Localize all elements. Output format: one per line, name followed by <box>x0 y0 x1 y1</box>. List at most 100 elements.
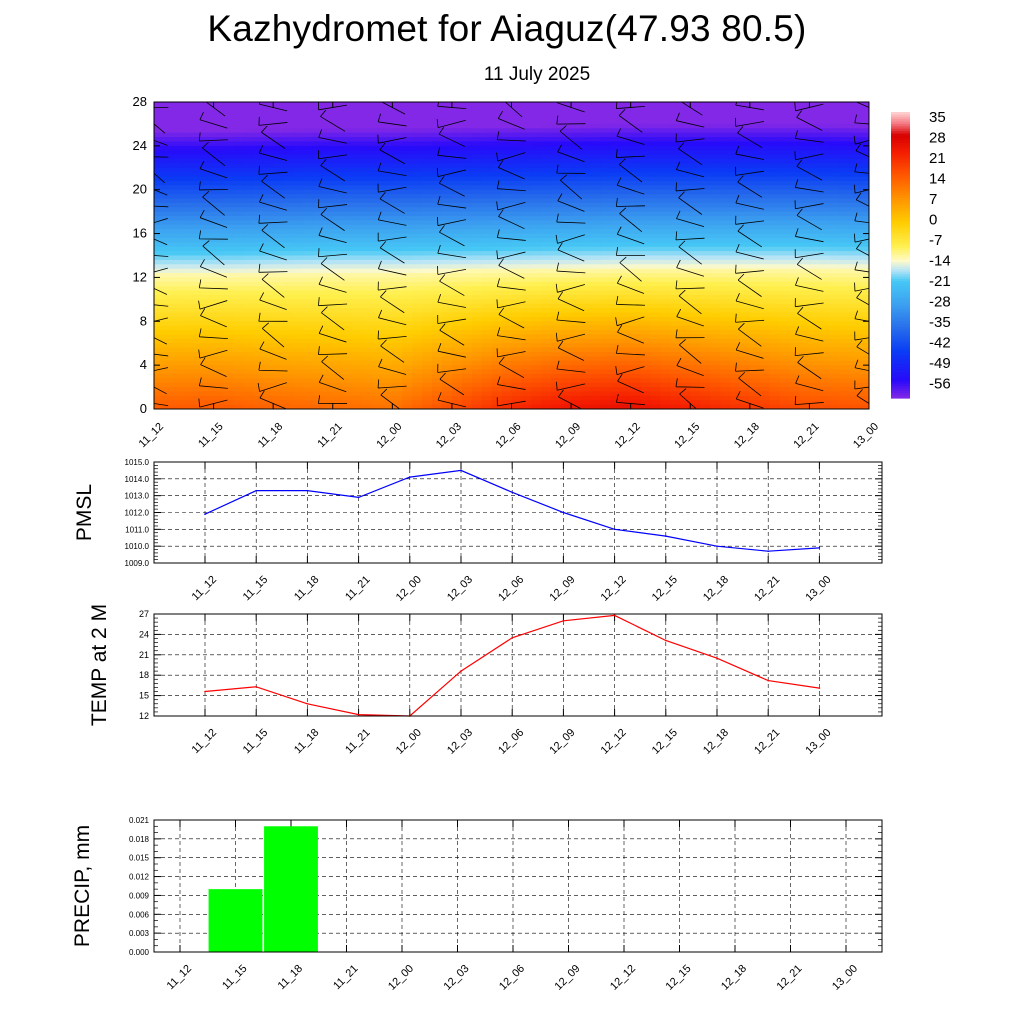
temperature-cell <box>233 343 244 349</box>
temperature-cell <box>173 395 185 401</box>
temperature-cell <box>819 198 830 204</box>
temperature-cell <box>312 391 324 397</box>
temperature-cell <box>332 198 344 204</box>
temperature-cell <box>451 347 463 353</box>
temperature-cell <box>541 264 552 270</box>
temperature-cell <box>630 290 642 296</box>
temperature-cell <box>551 312 562 318</box>
temperature-cell <box>551 290 562 296</box>
temperature-cell <box>759 281 771 287</box>
temperature-cell <box>372 312 383 318</box>
temperature-cell <box>779 347 791 353</box>
temperature-cell <box>471 211 483 217</box>
temperature-cell <box>263 202 274 208</box>
temperature-cell <box>283 356 294 362</box>
temperature-cell <box>342 237 354 243</box>
temperature-cell <box>362 308 374 314</box>
temperature-cell <box>233 224 244 230</box>
temperature-cell <box>382 255 393 261</box>
temperature-cell <box>839 246 850 252</box>
temperature-cell <box>571 185 582 191</box>
temperature-cell <box>213 299 225 305</box>
temperature-cell <box>283 308 294 314</box>
temperature-cell <box>829 102 840 107</box>
temperature-cell <box>630 347 642 353</box>
temperature-cell <box>233 299 244 305</box>
temperature-cell <box>571 373 582 379</box>
temperature-cell <box>412 216 423 222</box>
temperature-cell <box>600 211 612 217</box>
temperature-cell <box>312 255 324 261</box>
temperature-cell <box>789 325 801 331</box>
temperature-cell <box>193 233 205 239</box>
temperature-cell <box>322 180 334 186</box>
temperature-cell <box>541 123 552 129</box>
temperature-cell <box>551 110 562 116</box>
temperature-cell <box>223 286 235 292</box>
temperature-cell <box>302 268 314 274</box>
temperature-cell <box>293 360 304 366</box>
temperature-cell <box>789 123 801 129</box>
temperature-cell <box>352 273 364 279</box>
temperature-cell <box>352 141 364 147</box>
temperature-cell <box>441 106 453 112</box>
temperature-cell <box>441 404 453 409</box>
temperature-cell <box>700 321 711 327</box>
temperature-cell <box>501 338 513 344</box>
temperature-cell <box>213 360 225 366</box>
temperature-cell <box>650 330 662 336</box>
temperature-cell <box>700 163 711 169</box>
temperature-cell <box>183 220 195 226</box>
temperature-cell <box>451 391 463 397</box>
temperature-cell <box>382 321 393 327</box>
temperature-cell <box>650 321 662 327</box>
temperature-cell <box>273 400 284 406</box>
temperature-cell <box>739 251 751 257</box>
temperature-cell <box>481 312 493 318</box>
temperature-cell <box>690 281 701 287</box>
temperature-cell <box>461 321 473 327</box>
temperature-cell <box>799 163 811 169</box>
temperature-cell <box>342 132 354 138</box>
temperature-cell <box>739 334 751 340</box>
temperature-cell <box>839 106 850 112</box>
temperature-cell <box>392 189 403 195</box>
temperature-cell <box>451 119 463 125</box>
temperature-cell <box>302 251 314 257</box>
temperature-cell <box>700 128 711 134</box>
temperature-cell <box>819 365 830 371</box>
temperature-cell <box>590 400 602 406</box>
temperature-cell <box>640 334 652 340</box>
temperature-cell <box>422 277 433 283</box>
temperature-cell <box>769 176 781 182</box>
temperature-cell <box>302 281 314 287</box>
temperature-cell <box>769 159 781 164</box>
temperature-cell <box>471 382 483 388</box>
temperature-cell <box>382 378 393 384</box>
temperature-cell <box>521 185 532 191</box>
temperature-cell <box>203 351 215 357</box>
temperature-cell <box>819 159 830 164</box>
temperature-cell <box>610 321 622 327</box>
temperature-cell <box>729 378 741 384</box>
temperature-cell <box>173 220 185 226</box>
temperature-cell <box>501 330 513 336</box>
temperature-cell <box>620 233 632 239</box>
temperature-cell <box>600 347 612 353</box>
temperature-cell <box>809 115 820 121</box>
temperature-cell <box>451 290 463 296</box>
temperature-cell <box>779 382 791 388</box>
temperature-cell <box>581 242 592 248</box>
temperature-cell <box>829 176 840 182</box>
temperature-cell <box>590 360 602 366</box>
temperature-cell <box>362 119 374 125</box>
temperature-cell <box>600 194 612 200</box>
temperature-cell <box>660 268 671 274</box>
temperature-cell <box>471 159 483 164</box>
temperature-cell <box>541 216 552 222</box>
temperature-cell <box>432 281 443 287</box>
temperature-cell <box>670 123 681 129</box>
temperature-cell <box>481 391 493 397</box>
temperature-cell <box>829 185 840 191</box>
